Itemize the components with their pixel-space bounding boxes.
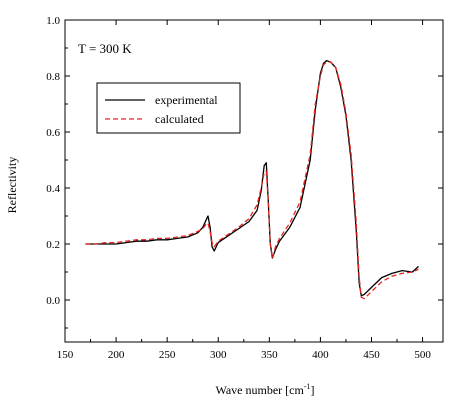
x-tick-label: 300 — [210, 349, 227, 361]
x-ticks: 150 200 250 300 350 400 450 500 — [57, 20, 432, 361]
x-tick-label: 500 — [414, 349, 431, 361]
y-tick-label: 0.0 — [46, 295, 60, 307]
x-tick-label: 350 — [261, 349, 278, 361]
y-tick-label: 0.8 — [46, 71, 60, 83]
y-tick-label: 0.6 — [46, 127, 60, 139]
y-tick-label: 0.4 — [46, 183, 60, 195]
x-tick-label: 400 — [312, 349, 329, 361]
x-tick-label: 450 — [363, 349, 380, 361]
x-axis-label: Wave number [cm-1] — [215, 382, 314, 397]
x-tick-label: 150 — [57, 349, 74, 361]
y-tick-label: 0.2 — [46, 239, 60, 251]
legend: experimental calculated — [97, 83, 240, 133]
y-axis-label: Reflectivity — [5, 157, 19, 214]
x-tick-label: 200 — [108, 349, 125, 361]
x-tick-label: 250 — [159, 349, 176, 361]
plot-frame — [65, 20, 443, 342]
temperature-annotation: T = 300 K — [78, 41, 132, 56]
legend-label-experimental: experimental — [155, 93, 218, 107]
legend-label-calculated: calculated — [155, 112, 204, 126]
y-tick-label: 1.0 — [46, 15, 60, 27]
y-ticks: 0.0 0.2 0.4 0.6 0.8 1.0 — [46, 15, 443, 328]
